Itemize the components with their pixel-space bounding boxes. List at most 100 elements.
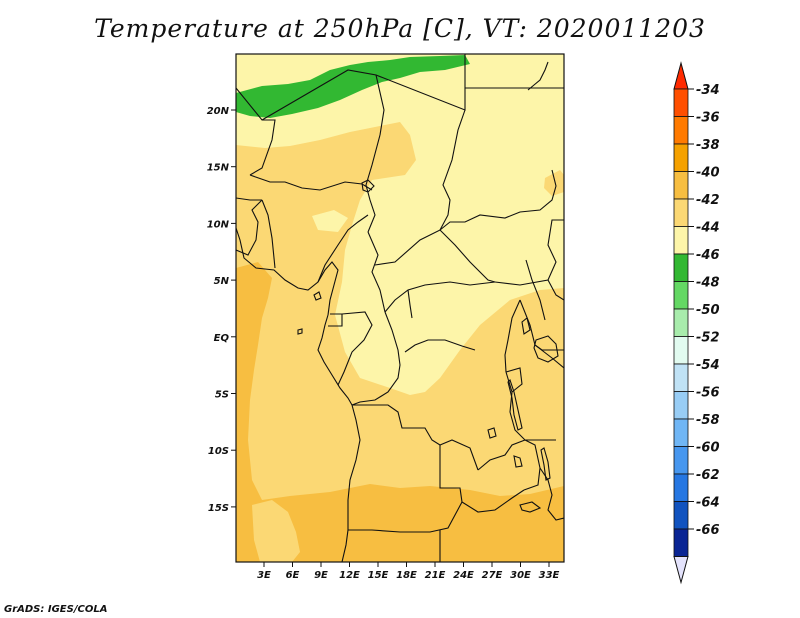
coast-central-africa: [317, 314, 353, 406]
colorbar-segment: [673, 253, 689, 282]
boundary-drc-uganda: [504, 299, 521, 373]
boundary-algeria-niger: [236, 87, 276, 176]
field-band-40-patch-south: [252, 500, 300, 562]
field-band-40: [236, 122, 564, 562]
colorbar-segment: [673, 446, 689, 475]
lon-label: 24E: [453, 570, 474, 581]
boundary-mozambique: [539, 467, 564, 521]
latitude-axis: 20N 15N 10N 5N EQ 5S 10S 15S: [207, 106, 236, 514]
colorbar-segment: [673, 418, 689, 447]
grads-credit: GrADS: IGES/COLA: [4, 604, 108, 615]
colorbar-segment: [673, 363, 689, 392]
coast-red-sea: [527, 61, 549, 91]
colorbar-segment: [673, 391, 689, 420]
island-sao-tome: [297, 328, 303, 335]
colorbar-label: -52: [696, 331, 720, 346]
boundary-chad-sudan: [439, 109, 466, 231]
lat-label: 5S: [215, 390, 229, 401]
lon-label: 3E: [257, 570, 271, 581]
lat-label: 10S: [208, 446, 229, 457]
map-frame: [235, 53, 565, 563]
colorbar-segment: [673, 336, 689, 365]
colorbar-label: -66: [696, 523, 720, 538]
lat-label: 20N: [207, 106, 230, 117]
colorbar-label: -34: [696, 83, 720, 98]
colorbar-label: -44: [696, 221, 720, 236]
colorbar-label: -50: [696, 303, 720, 318]
colorbar-segment: [673, 308, 689, 337]
coast-west-africa: [236, 227, 339, 316]
lon-label: 30E: [510, 570, 531, 581]
colorbar-segment: [673, 143, 689, 172]
field-band-42-patch-west: [312, 210, 348, 232]
lon-label: 33E: [539, 570, 560, 581]
colorbar-segment: [673, 88, 689, 117]
colorbar: -34 -36 -38 -40 -42 -44 -46 -48 -50 -52 -54 -56 -58 -…: [673, 61, 720, 585]
island-bioko: [313, 291, 322, 301]
boundary-angola-drc: [352, 404, 479, 471]
colorbar-top-arrow: [673, 61, 689, 90]
temperature-field: [236, 54, 564, 562]
colorbar-segment: [673, 171, 689, 200]
lake-albert: [521, 317, 531, 335]
lon-label: 6E: [286, 570, 300, 581]
political-boundaries: [236, 54, 564, 562]
field-band-40-nw-patch: [236, 165, 270, 195]
boundary-benin-togo: [261, 199, 276, 269]
field-band-42-patch-spot: [404, 360, 418, 388]
boundary-rwanda-burundi: [505, 367, 523, 393]
lake-tanganyika: [507, 378, 523, 431]
lake-victoria: [533, 335, 559, 363]
colorbar-segment: [673, 473, 689, 502]
colorbar-label: -56: [696, 386, 720, 401]
boundary-nigeria-cameroon: [317, 214, 369, 283]
boundary-south-sudan-east: [494, 219, 564, 286]
field-band-42-patch-central: [346, 316, 392, 362]
boundary-angola-namibia: [348, 501, 463, 533]
field-band-44: [236, 55, 470, 118]
lat-label: 5N: [214, 276, 230, 287]
lon-label: 15E: [368, 570, 389, 581]
colorbar-bottom-arrow: [673, 556, 689, 585]
lake-mweru: [487, 427, 497, 439]
boundary-sudan-south-sudan: [439, 169, 557, 231]
lon-label: 9E: [314, 570, 328, 581]
boundary-angola-coast: [347, 404, 361, 530]
colorbar-segment: [673, 501, 689, 530]
lake-kariba: [519, 501, 542, 513]
colorbar-label: -58: [696, 413, 720, 428]
lon-label: 27E: [482, 570, 503, 581]
boundary-zambia-zimbabwe: [461, 489, 525, 513]
lon-label: 18E: [396, 570, 417, 581]
map-title: Temperature at 250hPa [C], VT: 202001120…: [94, 14, 706, 43]
boundary-zambia-drc: [477, 439, 526, 471]
colorbar-segment: [673, 226, 689, 255]
boundary-kenya-ethiopia: [547, 279, 564, 301]
lake-malawi: [540, 447, 551, 481]
boundary-car-south: [384, 281, 496, 313]
lat-label: 15S: [208, 503, 229, 514]
colorbar-label: -38: [696, 138, 720, 153]
colorbar-segment: [673, 528, 689, 557]
river-congo: [404, 339, 476, 353]
lake-bangweulu: [513, 455, 523, 468]
colorbar-label: -62: [696, 468, 720, 483]
boundary-cameroon-car: [367, 231, 386, 313]
lat-label: EQ: [214, 333, 230, 344]
colorbar-label: -64: [696, 496, 720, 511]
longitude-axis: 3E 6E 9E 12E 15E 18E 21E 24E 27E 30E 33E: [257, 562, 560, 581]
field-band-40-ne-patch: [544, 170, 564, 196]
boundary-angola-zambia: [439, 445, 463, 503]
lake-chad: [361, 179, 375, 193]
colorbar-segment: [673, 116, 689, 145]
lat-label: 10N: [207, 219, 230, 230]
boundary-nigeria-niger: [249, 174, 373, 191]
colorbar-label: -36: [696, 111, 720, 126]
colorbar-label: -40: [696, 166, 720, 181]
boundary-drc-car: [407, 289, 413, 319]
colorbar-segment: [673, 281, 689, 310]
boundary-ghana-burkina: [236, 197, 262, 201]
colorbar-label: -42: [696, 193, 720, 208]
